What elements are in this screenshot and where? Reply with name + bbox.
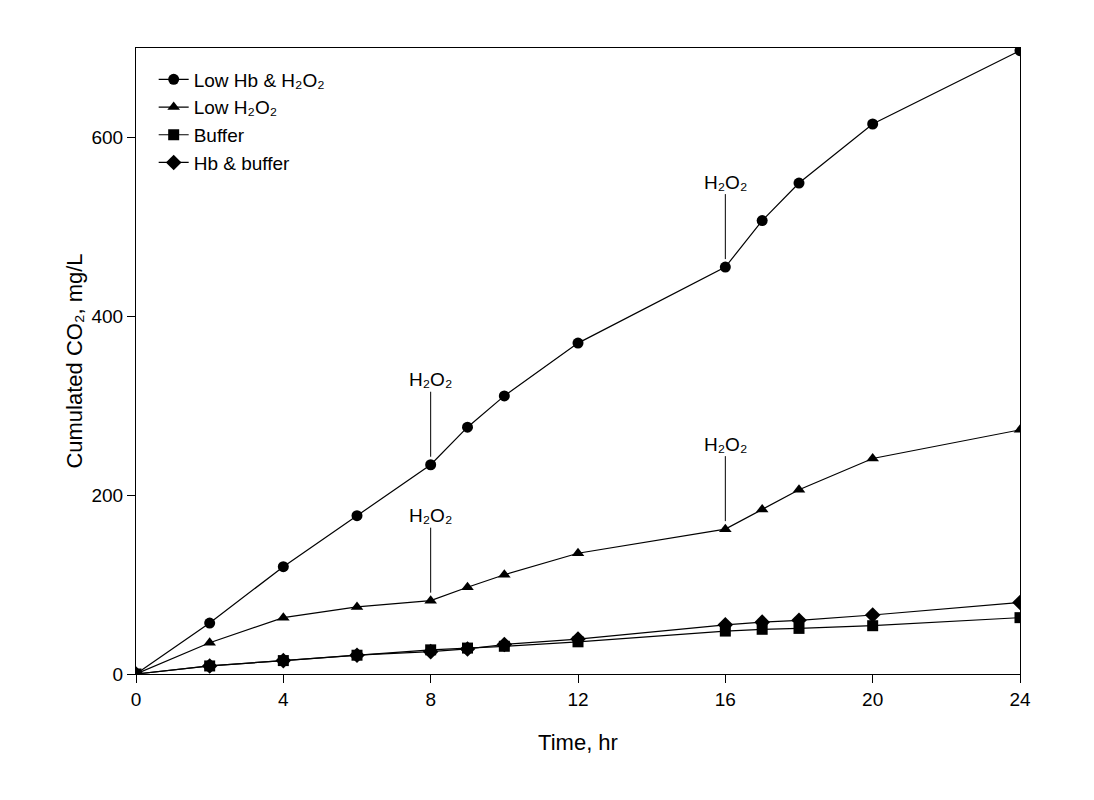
svg-text:600: 600 (91, 127, 123, 148)
svg-text:4: 4 (278, 689, 289, 710)
svg-text:H₂O₂: H₂O₂ (409, 505, 452, 526)
svg-text:16: 16 (715, 689, 736, 710)
svg-text:H₂O₂: H₂O₂ (704, 434, 747, 455)
svg-text:Cumulated CO₂, mg/L: Cumulated CO₂, mg/L (62, 253, 87, 468)
svg-text:Buffer: Buffer (194, 125, 245, 146)
svg-text:Low Hb & H₂O₂: Low Hb & H₂O₂ (194, 70, 325, 91)
svg-text:24: 24 (1009, 689, 1031, 710)
svg-text:8: 8 (425, 689, 436, 710)
svg-text:Time, hr: Time, hr (538, 730, 618, 755)
svg-text:12: 12 (567, 689, 588, 710)
svg-text:0: 0 (131, 689, 142, 710)
svg-text:200: 200 (91, 485, 123, 506)
svg-text:400: 400 (91, 306, 123, 327)
svg-text:H₂O₂: H₂O₂ (704, 172, 747, 193)
svg-text:0: 0 (113, 664, 124, 685)
svg-text:Hb & buffer: Hb & buffer (194, 153, 290, 174)
svg-text:H₂O₂: H₂O₂ (409, 369, 452, 390)
svg-text:Low H₂O₂: Low H₂O₂ (194, 97, 277, 118)
svg-text:20: 20 (862, 689, 883, 710)
